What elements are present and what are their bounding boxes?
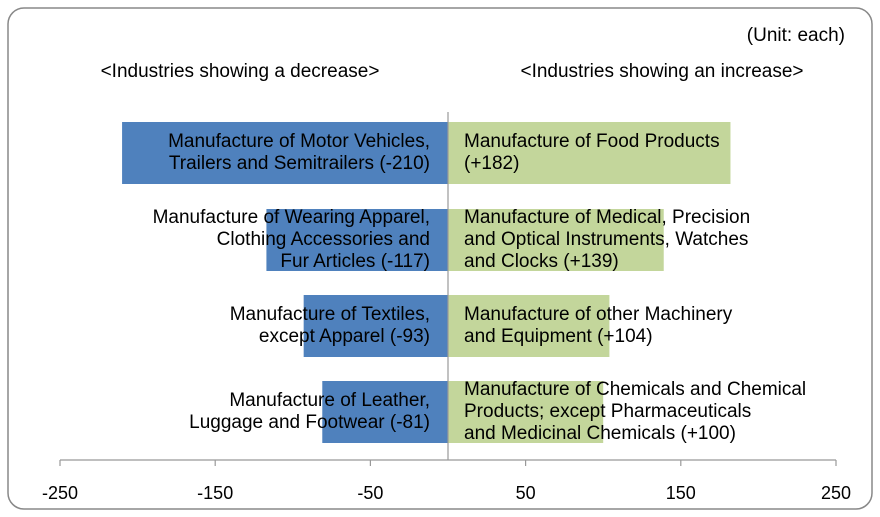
category-label: Manufacture of Leather, — [229, 390, 430, 411]
category-label: Manufacture of Chemicals and Chemical — [464, 379, 806, 400]
category-text: Products; except Pharmaceuticals — [464, 401, 751, 422]
category-text: Fur Articles — [280, 251, 375, 272]
value-label: (-210) — [379, 153, 430, 174]
value-label: (+182) — [464, 153, 519, 174]
category-text: Luggage and Footwear — [189, 412, 385, 433]
category-label: and Medicinal Chemicals (+100) — [464, 423, 736, 444]
x-tick-label: 150 — [666, 483, 696, 503]
value-label: (+104) — [597, 326, 652, 347]
category-text: Manufacture of Food Products — [464, 131, 720, 152]
decrease-header: <Industries showing a decrease> — [101, 61, 380, 82]
category-text: Manufacture of Leather, — [229, 390, 430, 411]
bar — [448, 295, 610, 357]
category-label: Manufacture of other Machinery — [464, 304, 733, 325]
value-label: (-93) — [390, 326, 430, 347]
category-text: except Apparel — [259, 326, 385, 347]
value-label: (+100) — [681, 423, 736, 444]
x-tick-label: -250 — [42, 483, 78, 503]
x-tick-label: 250 — [821, 483, 851, 503]
category-label: Trailers and Semitrailers (-210) — [169, 153, 430, 174]
value-label: (-117) — [381, 251, 430, 272]
category-text: Manufacture of Medical, Precision — [464, 207, 750, 228]
category-text: Trailers and Semitrailers — [169, 153, 374, 174]
category-label: Manufacture of Food Products — [464, 131, 720, 152]
bar — [266, 209, 448, 271]
value-label: (-81) — [390, 412, 430, 433]
category-text: Manufacture of other Machinery — [464, 304, 733, 325]
category-label: except Apparel (-93) — [259, 326, 430, 347]
category-text: and Medicinal Chemicals — [464, 423, 675, 444]
category-text: and Optical Instruments, Watches — [464, 229, 748, 250]
category-text: Manufacture of Chemicals and Chemical — [464, 379, 806, 400]
bar — [303, 295, 448, 357]
category-text: Clothing Accessories and — [217, 229, 430, 250]
category-text: and Equipment — [464, 326, 593, 347]
bar — [448, 209, 664, 271]
value-label: (+139) — [563, 251, 618, 272]
category-label: Clothing Accessories and — [217, 229, 430, 250]
unit-label: (Unit: each) — [747, 25, 845, 46]
category-label: and Optical Instruments, Watches — [464, 229, 748, 250]
category-text: Manufacture of Motor Vehicles, — [168, 131, 430, 152]
x-tick-label: -150 — [197, 483, 233, 503]
x-tick-label: 50 — [516, 483, 536, 503]
category-label: Products; except Pharmaceuticals — [464, 401, 751, 422]
category-label: Manufacture of Textiles, — [230, 304, 430, 325]
category-label: Manufacture of Wearing Apparel, — [153, 207, 430, 228]
category-label: Luggage and Footwear (-81) — [189, 412, 430, 433]
bar — [448, 381, 604, 443]
category-label: and Equipment (+104) — [464, 326, 653, 347]
bar — [448, 122, 731, 184]
bar — [122, 122, 448, 184]
category-label: and Clocks (+139) — [464, 251, 619, 272]
x-tick-label: -50 — [357, 483, 383, 503]
bar — [322, 381, 448, 443]
category-text: Manufacture of Wearing Apparel, — [153, 207, 430, 228]
category-label: Manufacture of Medical, Precision — [464, 207, 750, 228]
category-text: and Clocks — [464, 251, 558, 272]
category-text: Manufacture of Textiles, — [230, 304, 430, 325]
category-label: Manufacture of Motor Vehicles, — [168, 131, 430, 152]
increase-header: <Industries showing an increase> — [520, 61, 803, 82]
category-label: Fur Articles (-117) — [280, 251, 430, 272]
